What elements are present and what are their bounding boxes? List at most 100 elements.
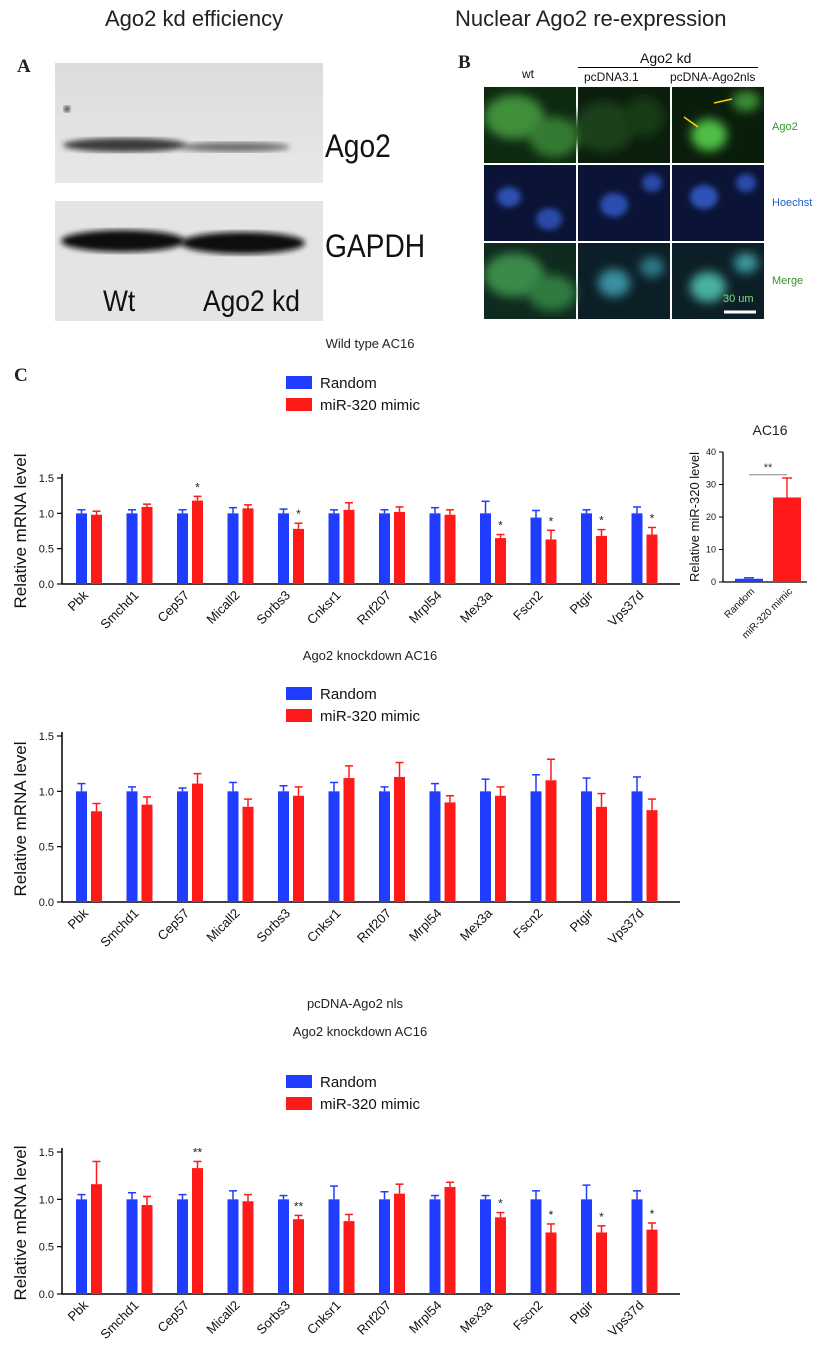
significance-marker: * <box>599 514 604 528</box>
bar-random <box>480 513 491 584</box>
x-tick-label: Cep57 <box>154 1298 192 1336</box>
chart3-subtitle: pcDNA-Ago2 nls <box>306 996 404 1011</box>
bar-mimic <box>394 511 405 584</box>
significance-marker: * <box>549 1208 554 1222</box>
micrograph-image <box>484 87 764 319</box>
bar-mimic <box>343 509 355 584</box>
bar-mimic <box>773 497 801 582</box>
bar-mimic <box>141 804 153 902</box>
x-tick-label: Rnf207 <box>354 588 394 628</box>
legend-swatch-random <box>286 376 312 389</box>
legend-swatch-mimic <box>286 398 312 411</box>
lane-label-ago2kd: Ago2 kd <box>203 285 300 318</box>
y-tick-label: 30 <box>706 480 716 490</box>
x-tick-label: Sorbs3 <box>253 906 293 946</box>
bar-random <box>76 791 87 902</box>
x-tick-label: Mrpl54 <box>406 1298 445 1337</box>
x-tick-label: Mex3a <box>457 587 496 626</box>
x-tick-label: Mrpl54 <box>406 906 445 945</box>
bar-random <box>328 1199 340 1294</box>
x-tick-label: Ptgir <box>567 587 597 617</box>
gapdh-band-wt <box>61 230 185 252</box>
bar-random <box>631 791 643 902</box>
bar-mimic <box>444 802 456 902</box>
bar-random <box>76 513 87 584</box>
bar-random <box>581 1199 592 1294</box>
significance-marker: * <box>549 514 554 528</box>
x-tick-label: Random <box>723 586 758 621</box>
blot-label-ago2: Ago2 <box>325 128 391 164</box>
bar-mimic <box>646 534 658 584</box>
x-tick-label: Smchd1 <box>97 906 141 950</box>
bar-mimic <box>242 806 254 902</box>
blot-label-gapdh: GAPDH <box>325 228 426 264</box>
y-axis-label: Relative miR-320 level <box>687 452 702 582</box>
bar-mimic <box>242 508 254 584</box>
y-tick-label: 1.0 <box>39 1194 54 1206</box>
col-label-wt: wt <box>522 67 534 81</box>
bar-mimic <box>394 776 405 902</box>
bar-random <box>328 513 340 584</box>
bar-random <box>379 513 390 584</box>
x-tick-label: Pbk <box>65 905 92 932</box>
y-tick-label: 0.5 <box>39 544 54 556</box>
bar-random <box>278 513 289 584</box>
x-tick-label: Fscn2 <box>510 588 546 624</box>
bar-random <box>227 513 239 584</box>
panel-c-letter: C <box>14 365 28 386</box>
legend-label: Random <box>320 686 377 703</box>
significance-marker: ** <box>764 462 773 474</box>
y-tick-label: 0.0 <box>39 1289 54 1301</box>
bar-random <box>328 791 340 902</box>
legend-swatch-random <box>286 687 312 700</box>
y-tick-label: 0.0 <box>39 897 54 909</box>
y-axis-label: Relative mRNA level <box>11 742 30 897</box>
significance-marker: * <box>650 511 655 525</box>
bar-random <box>429 1199 441 1294</box>
significance-marker: * <box>498 1197 503 1211</box>
chart3-title: Ago2 knockdown AC16 <box>292 1024 428 1039</box>
ago2-membrane <box>55 63 323 183</box>
bar-mimic <box>596 535 607 584</box>
bar-random <box>631 1199 643 1294</box>
x-tick-label: Rnf207 <box>354 906 394 946</box>
bar-mimic <box>545 539 557 584</box>
bar-mimic <box>91 811 102 902</box>
x-tick-label: Ptgir <box>567 1297 597 1327</box>
western-blot: Wt Ago2 kd <box>55 63 323 321</box>
y-tick-label: 0.0 <box>39 579 54 591</box>
y-tick-label: 1.5 <box>39 473 54 485</box>
y-tick-label: 40 <box>706 447 716 457</box>
x-tick-label: Mex3a <box>457 1297 496 1336</box>
panel-a-heading: Ago2 kd efficiency <box>105 6 284 31</box>
bar-mimic <box>495 538 506 584</box>
gapdh-band-kd <box>181 232 305 254</box>
bar-mimic <box>646 810 658 902</box>
bar-random <box>177 1199 188 1294</box>
bar-mimic <box>91 1184 102 1294</box>
panel-b-heading: Nuclear Ago2 re-expression <box>455 6 727 31</box>
x-tick-label: Cnksr1 <box>304 588 344 628</box>
bar-random <box>530 791 542 902</box>
bar-mimic <box>343 778 355 902</box>
group-label-ago2kd: Ago2 kd <box>640 50 692 66</box>
y-tick-label: 1.5 <box>39 731 54 743</box>
legend-swatch-random <box>286 1075 312 1088</box>
bar-random <box>480 791 491 902</box>
legend-swatch-mimic <box>286 1097 312 1110</box>
bar-mimic <box>293 795 304 902</box>
row-label-ago2: Ago2 <box>772 121 798 133</box>
bar-random <box>530 517 542 584</box>
y-tick-label: 10 <box>706 545 716 555</box>
chart-wildtype: Random miR-320 mimic 0.0 0.5 1.0 1.5 Relative … <box>11 375 680 632</box>
row-label-hoechst: Hoechst <box>772 197 813 209</box>
y-tick-label: 0.5 <box>39 1242 54 1254</box>
x-tick-label: Vps37d <box>605 588 647 630</box>
ago2-band-kd <box>180 142 290 152</box>
bar-random <box>126 1199 138 1294</box>
y-tick-label: 20 <box>706 512 716 522</box>
bar-mimic <box>293 528 304 584</box>
x-tick-label: Fscn2 <box>510 906 546 942</box>
bar-mimic <box>343 1221 355 1294</box>
scale-bar-label: 30 um <box>723 293 754 305</box>
